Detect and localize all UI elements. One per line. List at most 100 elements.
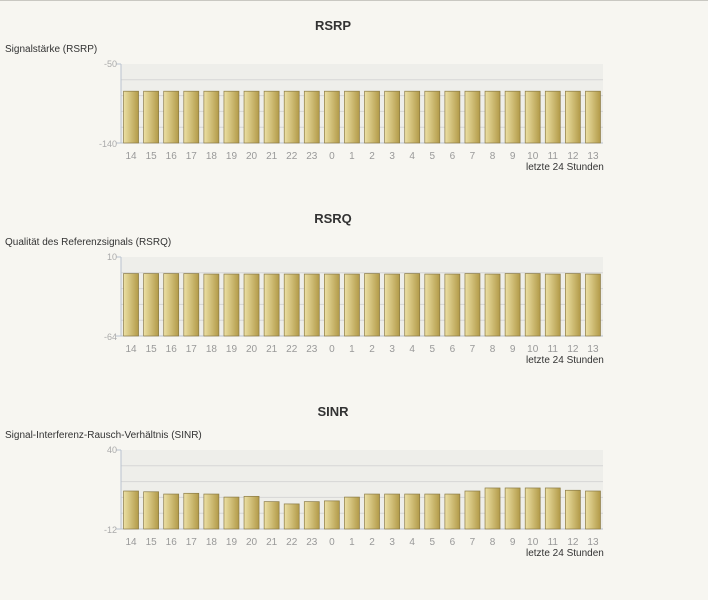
bar bbox=[263, 273, 280, 337]
bar bbox=[344, 90, 360, 144]
bar bbox=[283, 273, 300, 337]
bar bbox=[464, 90, 481, 144]
bar bbox=[324, 273, 340, 337]
x-tick-label: 17 bbox=[186, 151, 198, 162]
bar bbox=[203, 493, 220, 530]
bar bbox=[524, 90, 541, 144]
bar bbox=[324, 500, 340, 530]
bar bbox=[123, 273, 139, 337]
x-tick-label: 20 bbox=[246, 537, 258, 548]
x-tick-label: 13 bbox=[587, 537, 599, 548]
x-tick-label: 13 bbox=[587, 151, 599, 162]
bar bbox=[444, 273, 461, 337]
bar bbox=[364, 493, 380, 530]
bar bbox=[504, 487, 521, 530]
x-tick-label: 7 bbox=[470, 537, 476, 548]
bar bbox=[364, 90, 380, 144]
x-tick-label: 7 bbox=[470, 344, 476, 355]
bar bbox=[424, 493, 441, 530]
bar bbox=[464, 273, 481, 337]
bar bbox=[484, 90, 501, 144]
x-tick-label: 5 bbox=[430, 537, 436, 548]
y-axis-label: Signalstärke (RSRP) bbox=[5, 44, 98, 55]
bar bbox=[123, 490, 139, 530]
x-tick-label: 19 bbox=[226, 151, 238, 162]
bar bbox=[384, 90, 400, 144]
x-tick-label: 6 bbox=[450, 151, 456, 162]
x-tick-label: 9 bbox=[510, 151, 516, 162]
bar bbox=[544, 273, 561, 337]
bar bbox=[444, 493, 461, 530]
x-tick-label: 1 bbox=[349, 151, 355, 162]
bar bbox=[484, 273, 501, 337]
bar bbox=[585, 90, 601, 144]
x-tick-label: 9 bbox=[510, 537, 516, 548]
x-tick-label: 15 bbox=[146, 537, 158, 548]
bar bbox=[344, 496, 360, 530]
bar bbox=[263, 501, 280, 530]
x-tick-label: 9 bbox=[510, 344, 516, 355]
bar bbox=[384, 273, 400, 337]
bar bbox=[524, 273, 541, 337]
plot-background bbox=[121, 450, 603, 529]
chart-title: SINR bbox=[317, 404, 349, 419]
x-tick-label: 18 bbox=[206, 344, 218, 355]
bar bbox=[143, 273, 159, 337]
y-axis-label: Signal-Interferenz-Rausch-Verhältnis (SI… bbox=[5, 430, 202, 441]
bar bbox=[404, 273, 421, 337]
y-axis-label: Qualität des Referenzsignals (RSRQ) bbox=[5, 237, 172, 248]
x-tick-label: 21 bbox=[266, 537, 278, 548]
x-tick-label: 11 bbox=[548, 151, 559, 162]
x-tick-label: 15 bbox=[146, 151, 158, 162]
x-tick-label: 21 bbox=[266, 344, 278, 355]
bar bbox=[183, 273, 200, 337]
x-tick-label: 22 bbox=[286, 537, 298, 548]
bar bbox=[484, 487, 501, 530]
x-tick-label: 6 bbox=[450, 344, 456, 355]
x-tick-label: 5 bbox=[430, 151, 436, 162]
x-tick-label: 18 bbox=[206, 151, 218, 162]
x-tick-label: 18 bbox=[206, 537, 218, 548]
bar bbox=[504, 90, 521, 144]
x-tick-label: 3 bbox=[389, 537, 395, 548]
bar bbox=[223, 90, 240, 144]
bar bbox=[263, 90, 280, 144]
x-tick-label: 4 bbox=[409, 344, 415, 355]
x-tick-label: 23 bbox=[306, 537, 318, 548]
x-tick-label: 4 bbox=[409, 151, 415, 162]
x-tick-label: 10 bbox=[527, 151, 539, 162]
bar bbox=[303, 501, 320, 530]
x-tick-label: 8 bbox=[490, 344, 496, 355]
bar bbox=[183, 492, 200, 530]
plot-background bbox=[121, 257, 603, 336]
x-axis-label: letzte 24 Stunden bbox=[526, 355, 604, 366]
bar bbox=[404, 90, 421, 144]
bar bbox=[163, 493, 180, 530]
bar bbox=[364, 273, 380, 337]
bar bbox=[163, 90, 180, 144]
x-tick-label: 12 bbox=[567, 151, 579, 162]
bar bbox=[283, 90, 300, 144]
x-tick-label: 12 bbox=[567, 344, 579, 355]
bar bbox=[424, 273, 441, 337]
x-tick-label: 19 bbox=[226, 537, 238, 548]
bar bbox=[504, 273, 521, 337]
x-tick-label: 13 bbox=[587, 344, 599, 355]
y-min-label: -64 bbox=[104, 332, 117, 342]
bar bbox=[344, 273, 360, 337]
bar bbox=[243, 90, 260, 144]
x-tick-label: 0 bbox=[329, 537, 335, 548]
bar bbox=[324, 90, 340, 144]
rsrq-chart: RSRQ Qualität des Referenzsignals (RSRQ)… bbox=[0, 211, 708, 401]
x-tick-label: 8 bbox=[490, 151, 496, 162]
bar bbox=[123, 90, 139, 144]
x-tick-label: 0 bbox=[329, 151, 335, 162]
bar bbox=[143, 491, 159, 530]
x-tick-label: 14 bbox=[125, 344, 137, 355]
x-tick-label: 11 bbox=[548, 537, 559, 548]
bar bbox=[203, 273, 220, 337]
x-axis-label: letzte 24 Stunden bbox=[526, 162, 604, 173]
x-tick-label: 3 bbox=[389, 151, 395, 162]
x-tick-label: 19 bbox=[226, 344, 238, 355]
